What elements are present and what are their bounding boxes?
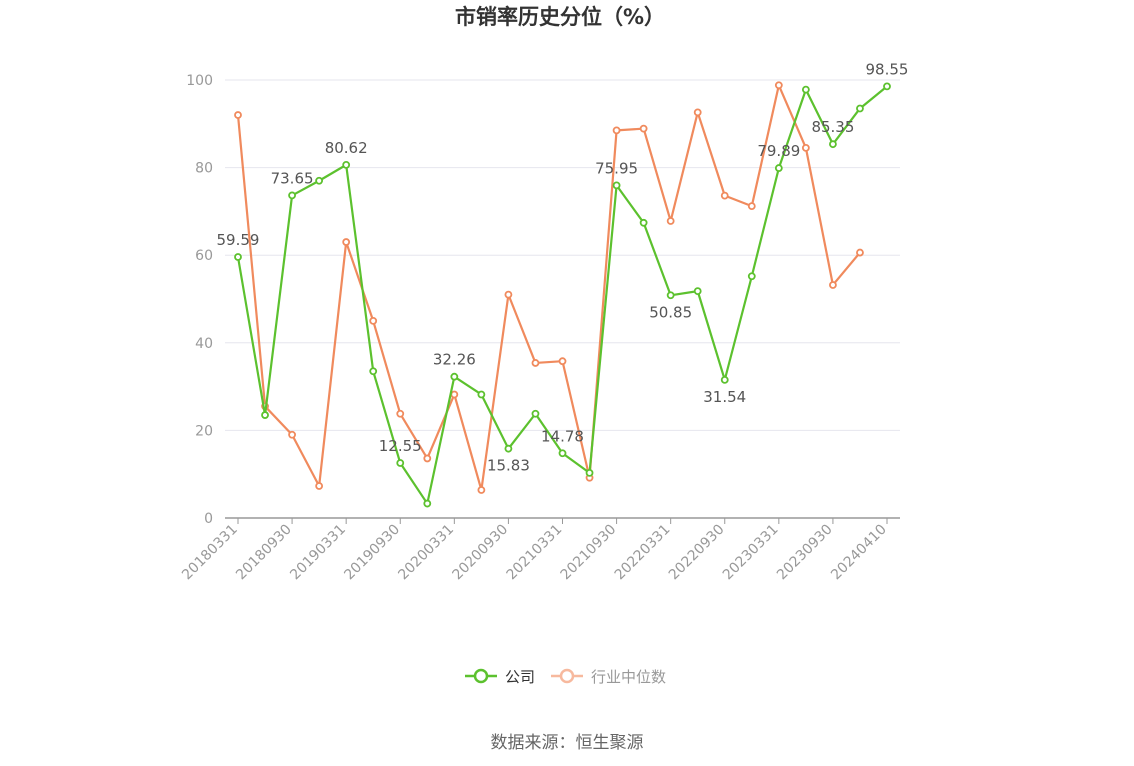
data-point xyxy=(666,291,675,300)
legend-marker xyxy=(559,668,575,684)
data-point xyxy=(693,287,702,296)
data-point xyxy=(315,482,324,490)
data-point xyxy=(747,202,756,211)
data-point xyxy=(342,238,351,246)
legend-item-industry-median[interactable]: 行业中位数 xyxy=(551,668,666,686)
data-point xyxy=(883,82,891,91)
data-point xyxy=(801,85,810,94)
legend-label: 行业中位数 xyxy=(591,668,666,686)
y-tick-label: 100 xyxy=(186,73,213,89)
data-point xyxy=(639,124,648,133)
x-tick-label: 20190930 xyxy=(341,522,403,584)
legend-marker xyxy=(473,668,489,684)
data-point xyxy=(558,449,567,458)
y-tick-label: 40 xyxy=(195,336,213,352)
data-point xyxy=(693,108,702,117)
data-point xyxy=(423,454,432,463)
series-company xyxy=(234,82,891,508)
data-point xyxy=(234,253,242,261)
data-point xyxy=(396,409,405,418)
series-line xyxy=(236,84,861,492)
data-point xyxy=(288,191,296,200)
data-point xyxy=(234,111,242,119)
y-axis-ticks: 0 20 40 60 80 100 xyxy=(186,73,213,527)
x-tick-label: 20230930 xyxy=(774,522,836,584)
data-label: 31.54 xyxy=(703,388,746,406)
data-point xyxy=(856,248,864,257)
data-point xyxy=(531,409,540,418)
x-tick-label: 20190331 xyxy=(287,522,349,584)
data-point xyxy=(774,164,783,172)
chart-title: 市销率历史分位（%） xyxy=(455,5,665,29)
x-axis: 2018033120180930201903312019093020200331… xyxy=(179,517,900,584)
data-label: 15.83 xyxy=(487,457,530,475)
data-point xyxy=(585,468,594,477)
data-point xyxy=(477,486,486,494)
data-label: 32.26 xyxy=(433,351,476,369)
y-tick-label: 80 xyxy=(195,161,213,177)
legend-item-company[interactable]: 公司 xyxy=(465,668,535,686)
x-tick-label: 20210930 xyxy=(558,522,620,584)
data-point xyxy=(747,272,756,281)
y-tick-label: 20 xyxy=(195,423,213,439)
data-point xyxy=(612,126,621,135)
x-tick-label: 20200930 xyxy=(450,522,512,584)
x-tick-label: 20180930 xyxy=(233,522,295,584)
data-point xyxy=(504,290,513,299)
data-label: 14.78 xyxy=(541,427,584,445)
data-point xyxy=(261,411,269,419)
x-tick-label: 20180331 xyxy=(179,522,241,584)
x-tick-label: 20240410 xyxy=(828,522,890,584)
data-point xyxy=(288,430,296,439)
series-industry-median xyxy=(234,81,864,494)
x-tick-label: 20220331 xyxy=(612,522,674,584)
data-label: 75.95 xyxy=(595,159,638,177)
data-label: 12.55 xyxy=(379,437,422,455)
data-point xyxy=(856,104,864,113)
data-point xyxy=(477,390,486,399)
x-tick-label: 20210331 xyxy=(504,522,566,584)
data-labels: 59.59 73.65 80.62 12.55 32.26 15.83 14.78 75.95… xyxy=(217,60,909,474)
data-point xyxy=(720,375,729,384)
data-point xyxy=(774,81,783,90)
data-point xyxy=(720,191,729,200)
data-point xyxy=(639,218,648,227)
data-point xyxy=(396,459,405,467)
data-label: 80.62 xyxy=(325,139,368,157)
legend-label: 公司 xyxy=(505,668,535,686)
x-tick-label: 20200331 xyxy=(395,522,457,584)
x-tick-label: 20230331 xyxy=(720,522,782,584)
y-tick-label: 0 xyxy=(204,511,213,527)
data-label: 98.55 xyxy=(866,60,909,78)
data-point xyxy=(369,316,378,325)
data-point xyxy=(315,176,324,185)
data-point xyxy=(829,140,837,149)
data-point xyxy=(342,160,351,169)
data-point xyxy=(504,444,513,453)
data-point xyxy=(450,372,459,381)
data-point xyxy=(423,499,432,508)
data-point xyxy=(666,217,675,225)
data-label: 50.85 xyxy=(649,303,692,321)
data-point xyxy=(450,390,459,399)
data-point xyxy=(369,367,378,376)
data-label: 59.59 xyxy=(217,231,260,249)
data-point xyxy=(558,357,567,366)
y-tick-label: 60 xyxy=(195,248,213,264)
data-label: 73.65 xyxy=(271,169,314,187)
data-point xyxy=(612,181,621,190)
data-point xyxy=(531,359,540,367)
data-label: 79.89 xyxy=(757,142,800,160)
grid xyxy=(225,79,900,431)
legend[interactable]: 公司 行业中位数 xyxy=(465,668,666,686)
series-layer xyxy=(234,81,891,508)
data-point xyxy=(829,281,837,289)
x-tick-label: 20220930 xyxy=(666,522,728,584)
data-label: 85.35 xyxy=(811,118,854,136)
source-note: 数据来源：恒生聚源 xyxy=(491,733,644,753)
data-point xyxy=(801,143,810,152)
